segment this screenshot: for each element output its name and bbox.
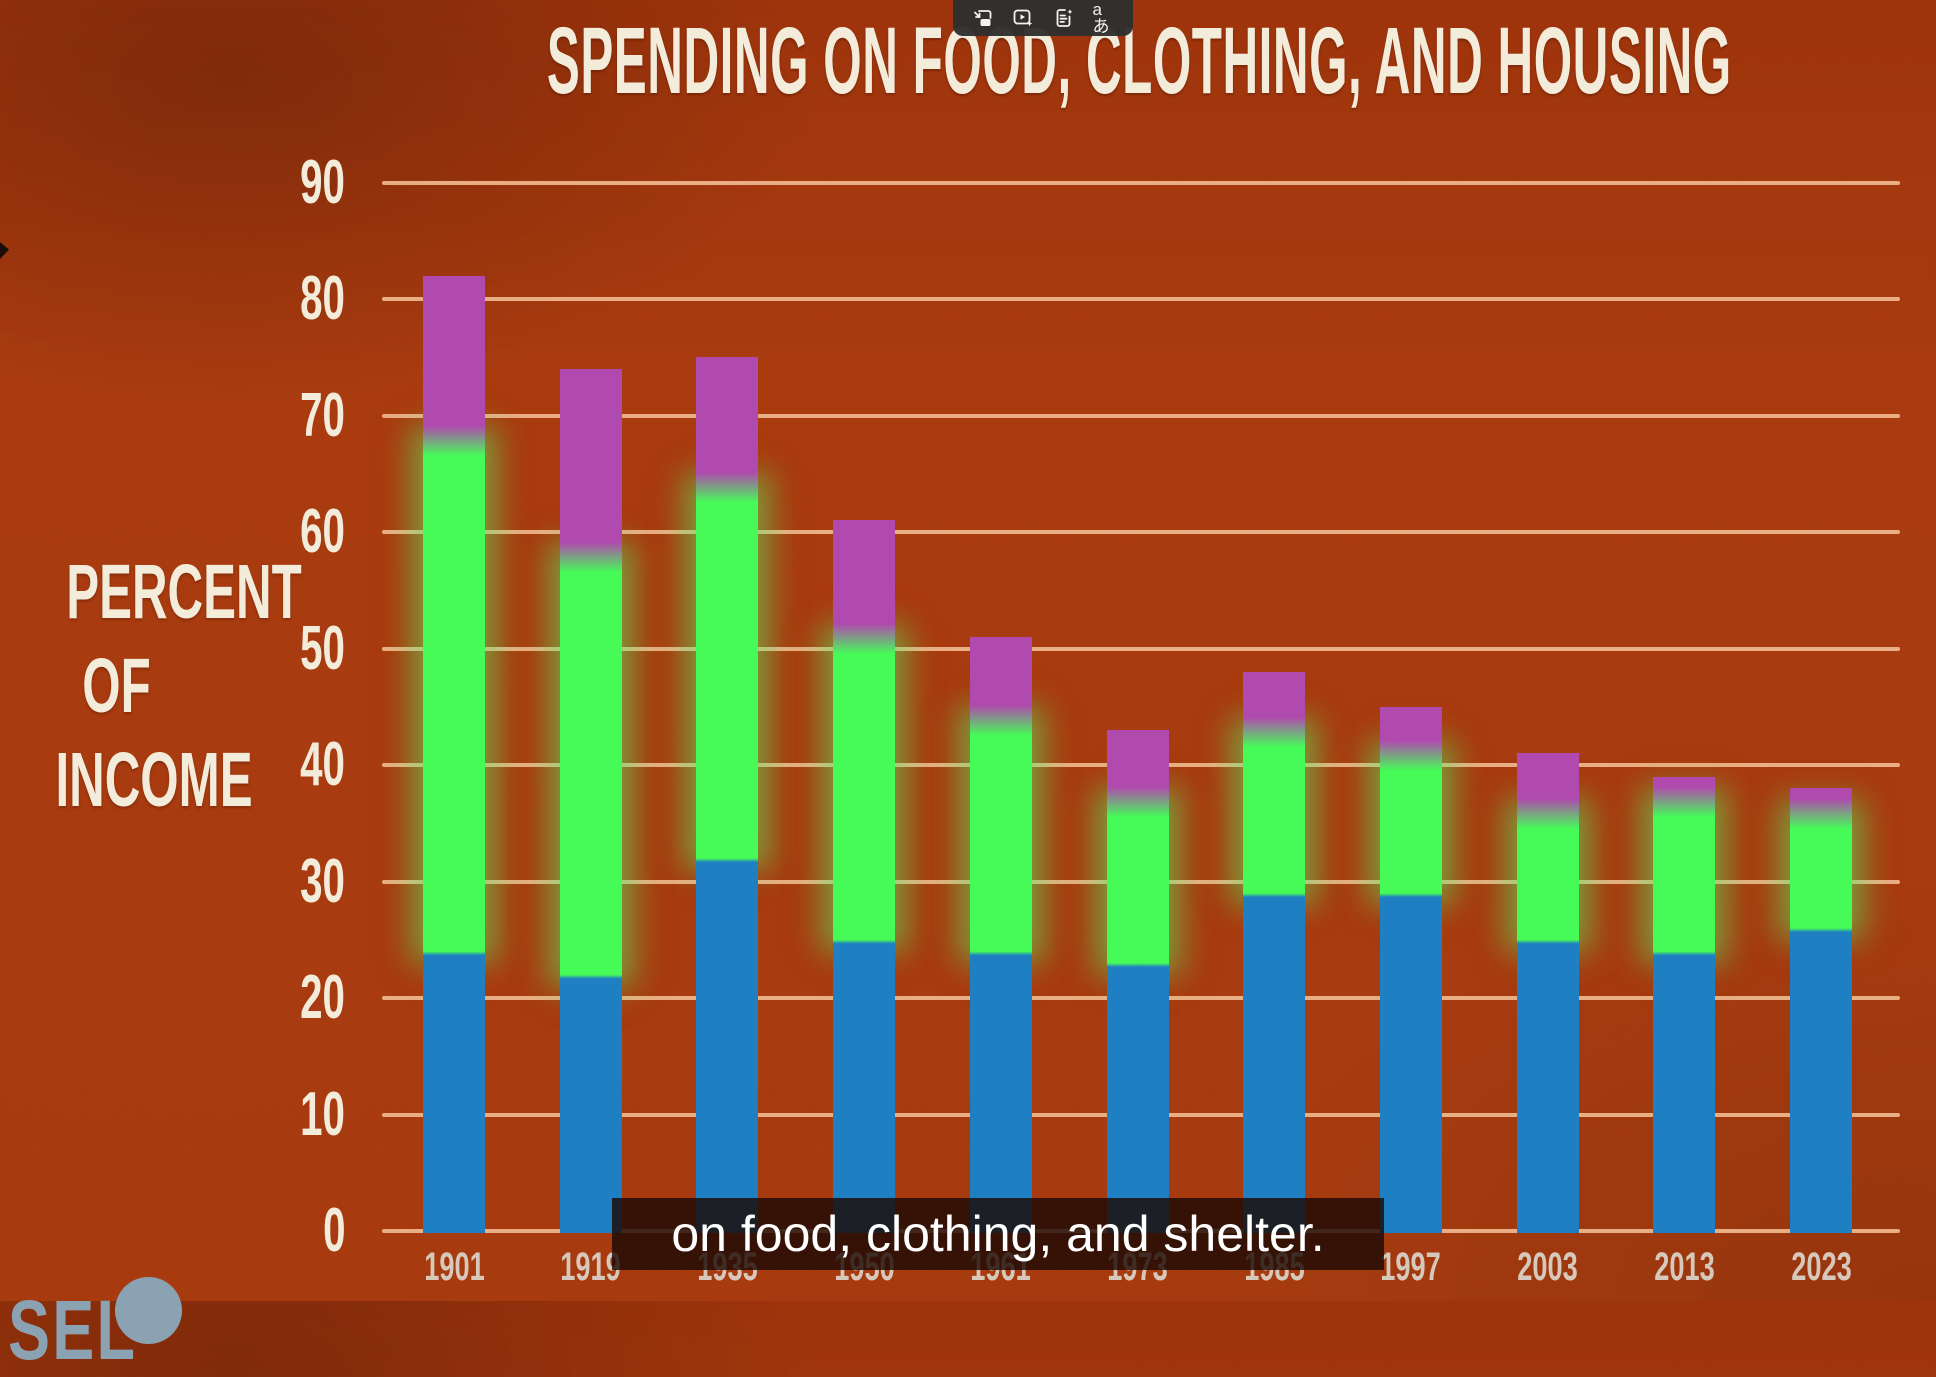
bar-1919: [559, 368, 622, 1233]
gridline-90: [382, 180, 1900, 185]
x-tick-label-1997: 1997: [1380, 1245, 1442, 1289]
bar-1973: [1106, 730, 1169, 1233]
x-tick-label-2013: 2013: [1654, 1245, 1715, 1289]
video-caption: on food, clothing, and shelter.: [612, 1198, 1384, 1270]
y-axis-label-line1: PERCENT: [66, 549, 302, 635]
chart-title: SPENDING ON FOOD, CLOTHING, AND HOUSING: [0, 14, 1936, 109]
bar-1901: [423, 275, 485, 1233]
y-axis-label-line2: OF: [81, 643, 151, 729]
video-caption-text: on food, clothing, and shelter.: [671, 1206, 1325, 1262]
bar-1961: [969, 636, 1032, 1233]
y-tick-label-70: 70: [300, 380, 345, 450]
x-tick-label-2023: 2023: [1790, 1245, 1852, 1289]
y-axis-label-line3: INCOME: [55, 737, 253, 823]
y-tick-label-90: 90: [300, 147, 345, 217]
x-tick-label-1919: 1919: [560, 1245, 621, 1289]
stacked-bar-chart: 0102030405060708090190119191935195019611…: [300, 147, 1900, 1289]
bar-2003: [1516, 753, 1579, 1233]
transcript-notes-icon[interactable]: [1052, 6, 1076, 30]
bar-1935: [696, 357, 759, 1233]
bar-2013: [1653, 776, 1716, 1233]
bar-1950: [833, 520, 896, 1233]
gridline-60: [382, 530, 1900, 534]
video-overlay-toolbar: aあ: [953, 0, 1133, 36]
y-axis-label: PERCENT OF INCOME: [0, 545, 301, 827]
edge-artifact: [0, 242, 9, 259]
gridline-80: [382, 297, 1900, 301]
bar-2023: [1790, 788, 1852, 1233]
x-tick-label-2003: 2003: [1517, 1245, 1578, 1289]
picture-in-picture-icon[interactable]: [970, 6, 994, 30]
x-tick-label-1901: 1901: [423, 1245, 485, 1289]
watermark-logo-circle: [115, 1277, 182, 1344]
y-tick-label-40: 40: [300, 730, 345, 799]
y-tick-label-50: 50: [300, 613, 345, 683]
translate-icon-glyph: aあ: [1092, 0, 1110, 36]
gridline-50: [382, 646, 1900, 651]
y-tick-label-30: 30: [300, 846, 345, 916]
chart-title-text: SPENDING ON FOOD, CLOTHING, AND HOUSING: [546, 8, 1732, 114]
y-tick-label-20: 20: [300, 963, 345, 1032]
bar-1997: [1379, 706, 1442, 1233]
translate-icon[interactable]: aあ: [1093, 1, 1117, 35]
y-tick-label-0: 0: [322, 1196, 345, 1265]
video-play-enhance-icon[interactable]: [1011, 6, 1035, 30]
y-tick-label-10: 10: [300, 1079, 345, 1149]
gridline-70: [382, 413, 1900, 418]
y-tick-label-80: 80: [300, 264, 345, 333]
y-tick-label-60: 60: [300, 497, 345, 566]
bar-1985: [1243, 671, 1306, 1233]
